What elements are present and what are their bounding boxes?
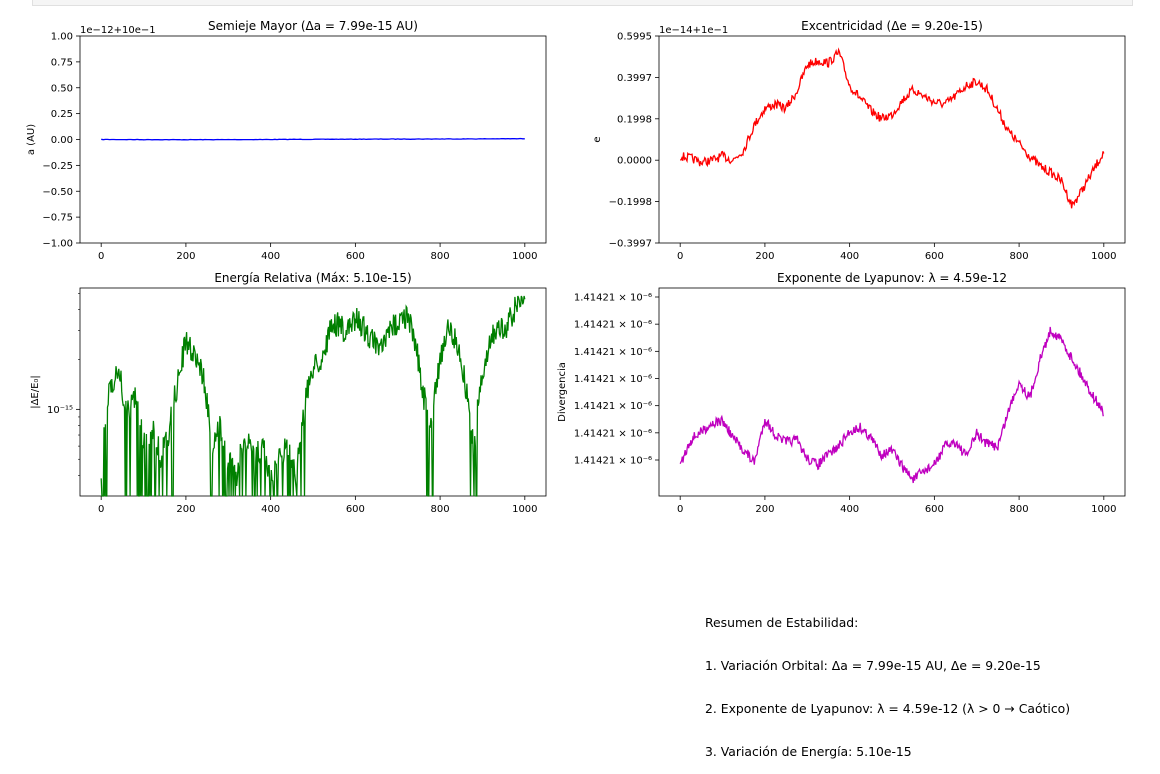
x-tick-label: 200: [176, 504, 195, 515]
x-tick-label: 1000: [1091, 251, 1116, 262]
x-tick-label: 200: [755, 504, 774, 515]
x-tick-label: 400: [261, 504, 280, 515]
x-tick-label: 200: [755, 251, 774, 262]
y-tick-label: −0.75: [42, 213, 73, 224]
x-tick-label: 600: [346, 504, 365, 515]
chart-title: Energía Relativa (Máx: 5.10e-15): [214, 271, 411, 285]
plot-frame: [79, 287, 547, 497]
y-tick-label: 0.3997: [617, 73, 652, 84]
series-line: [101, 137, 525, 141]
y-tick-label: 1.41421 × 10⁻⁶: [574, 320, 652, 331]
x-tick-label: 1000: [512, 251, 537, 262]
x-tick-label: 0: [677, 251, 683, 262]
x-tick-label: 800: [1010, 504, 1029, 515]
y-tick-label: −0.3997: [609, 239, 652, 250]
y-tick-label: −0.25: [42, 161, 73, 172]
x-tick-label: 400: [261, 251, 280, 262]
y-tick-label: 1.41421 × 10⁻⁶: [574, 456, 652, 467]
x-tick-label: 0: [677, 504, 683, 515]
x-tick-label: 800: [1010, 251, 1029, 262]
chart-title: Semieje Mayor (Δa = 7.99e-15 AU): [208, 19, 418, 33]
y-axis-label: Divergencia: [557, 362, 568, 422]
y-tick-label: 0.00: [51, 135, 73, 146]
x-tick-label: 600: [925, 504, 944, 515]
series-line: [679, 326, 1104, 484]
y-tick-label: 10⁻¹⁵: [47, 405, 73, 416]
x-tick-label: 0: [98, 251, 104, 262]
y-tick-label: 1.41421 × 10⁻⁶: [574, 401, 652, 412]
y-tick-label: 1.41421 × 10⁻⁶: [574, 428, 652, 439]
plot-frame: [658, 287, 1126, 497]
x-tick-label: 1000: [512, 504, 537, 515]
x-tick-label: 400: [840, 504, 859, 515]
chart-lyapunov: Exponente de Lyapunov: λ = 4.59e-12 1.414…: [557, 271, 1126, 515]
y-tick-label: 1.00: [51, 32, 73, 43]
chart-excentricidad: Excentricidad (Δe = 9.20e-15) 1e−14+1e−1 0…: [592, 19, 1126, 262]
summary-line-1: 1. Variación Orbital: Δa = 7.99e-15 AU, …: [705, 658, 1041, 674]
y-axis-label: a (AU): [26, 124, 37, 155]
y-tick-label: 0.5995: [617, 32, 652, 43]
x-tick-label: 200: [176, 251, 195, 262]
series-line: [680, 47, 1105, 209]
x-tick-label: 1000: [1091, 504, 1116, 515]
y-tick-label: −0.1998: [609, 197, 652, 208]
y-offset-label: 1e−14+1e−1: [659, 25, 728, 36]
summary-line-3: 3. Variación de Energía: 5.10e-15: [705, 744, 912, 760]
y-tick-label: 1.41421 × 10⁻⁶: [574, 347, 652, 358]
y-axis-label: |ΔE/E₀|: [30, 375, 41, 409]
x-tick-label: 800: [431, 504, 450, 515]
previous-cell-strip: [32, 0, 1133, 6]
y-tick-label: 0.50: [51, 83, 73, 94]
y-tick-label: 1.41421 × 10⁻⁶: [574, 374, 652, 385]
y-axis-label: e: [592, 136, 603, 142]
y-offset-label: 1e−12+10e−1: [80, 25, 156, 36]
y-tick-label: −1.00: [42, 239, 73, 250]
y-tick-label: 0.1998: [617, 114, 652, 125]
stability-summary: Resumen de Estabilidad: 1. Variación Orb…: [705, 587, 1070, 774]
chart-energia-relativa: Energía Relativa (Máx: 5.10e-15) 10⁻¹⁵ 0 20…: [30, 271, 547, 515]
y-tick-label: 0.25: [51, 109, 73, 120]
y-tick-label: 0.75: [51, 57, 73, 68]
y-tick-label: 1.41421 × 10⁻⁶: [574, 293, 652, 304]
series-line: [100, 295, 526, 497]
y-tick-label: 0.0000: [617, 156, 652, 167]
y-tick-label: −0.50: [42, 187, 73, 198]
x-tick-label: 400: [840, 251, 859, 262]
summary-title: Resumen de Estabilidad:: [705, 614, 859, 630]
summary-line-2: 2. Exponente de Lyapunov: λ = 4.59e-12 (…: [705, 701, 1071, 717]
x-tick-label: 800: [431, 251, 450, 262]
x-tick-label: 600: [925, 251, 944, 262]
chart-semieje-mayor: Semieje Mayor (Δa = 7.99e-15 AU) 1e−12+10…: [26, 19, 547, 262]
x-tick-label: 0: [98, 504, 104, 515]
chart-title: Excentricidad (Δe = 9.20e-15): [801, 19, 983, 33]
plot-frame: [658, 35, 1126, 244]
figure: Semieje Mayor (Δa = 7.99e-15 AU) 1e−12+10…: [26, 19, 1126, 515]
chart-title: Exponente de Lyapunov: λ = 4.59e-12: [777, 271, 1007, 285]
x-tick-label: 600: [346, 251, 365, 262]
